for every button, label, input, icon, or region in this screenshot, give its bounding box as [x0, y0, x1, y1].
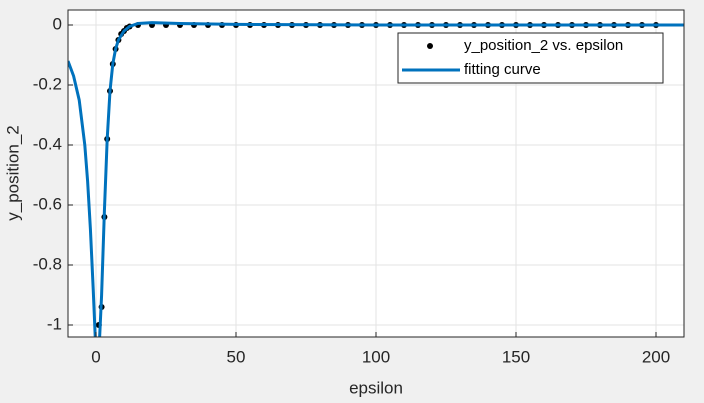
y-tick-label: 0	[53, 14, 62, 33]
x-tick-label: 0	[91, 347, 100, 366]
y-tick-label: -0.2	[33, 74, 62, 93]
x-tick-label: 150	[502, 347, 530, 366]
x-tick-label: 100	[362, 347, 390, 366]
y-tick-label: -1	[47, 314, 62, 333]
fit-line	[68, 21, 684, 337]
x-axis-label: epsilon	[349, 378, 403, 397]
y-axis-label: y_position_2	[3, 125, 22, 220]
legend-box	[397, 32, 664, 84]
y-tick-label: -0.8	[33, 254, 62, 273]
x-tick-label: 50	[227, 347, 246, 366]
legend-marker	[427, 43, 433, 49]
y-tick-label: -0.6	[33, 194, 62, 213]
legend-label: y_position_2 vs. epsilon	[464, 37, 623, 54]
x-tick-label: 200	[642, 347, 670, 366]
y-tick-label: -0.4	[33, 134, 62, 153]
legend-label: fitting curve	[464, 61, 541, 78]
